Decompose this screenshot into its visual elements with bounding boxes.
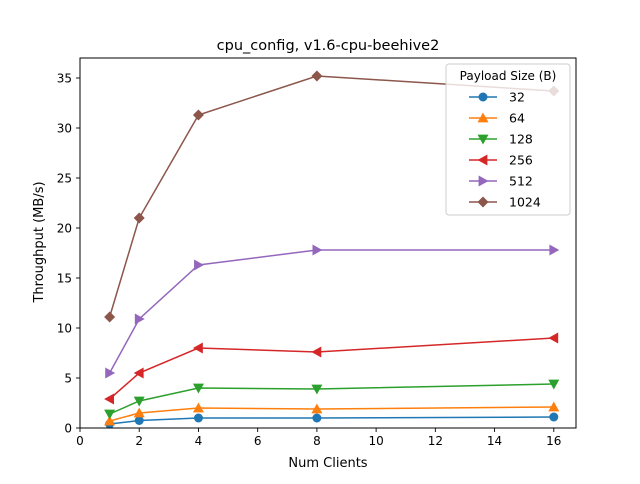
data-point	[133, 367, 144, 379]
data-point	[194, 259, 204, 271]
data-point	[548, 332, 559, 344]
legend-marker	[477, 196, 489, 208]
legend-item: 128	[469, 132, 533, 147]
x-tick-label: 0	[76, 434, 84, 448]
data-point	[312, 413, 322, 423]
data-point	[105, 367, 116, 379]
x-tick-label: 2	[135, 434, 143, 448]
data-point	[104, 415, 116, 426]
y-tick-label: 10	[57, 322, 72, 336]
legend-marker	[477, 134, 489, 145]
legend-label: 32	[509, 90, 525, 105]
legend-item: 512	[469, 174, 533, 189]
data-point	[312, 244, 323, 256]
x-tick-label: 14	[487, 434, 502, 448]
x-tick-label: 8	[313, 434, 321, 448]
x-tick-label: 4	[195, 434, 203, 448]
legend-label: 512	[509, 174, 533, 189]
data-point	[192, 342, 203, 354]
data-point	[104, 311, 116, 323]
y-tick-label: 15	[57, 272, 72, 286]
legend-marker	[477, 112, 489, 123]
series-512	[105, 244, 560, 379]
data-point	[311, 384, 323, 395]
data-point	[193, 413, 203, 423]
x-tick-label: 10	[368, 434, 383, 448]
data-point	[192, 109, 204, 121]
legend-item: 32	[469, 90, 525, 105]
x-tick-label: 12	[428, 434, 443, 448]
y-axis-ticks: 0 5 10 15 20 25 30 35	[57, 72, 80, 436]
y-tick-label: 35	[57, 72, 72, 86]
data-series-group	[104, 70, 560, 429]
data-point	[549, 412, 559, 422]
data-point	[311, 346, 322, 358]
legend-item: 64	[469, 111, 525, 126]
x-tick-label: 16	[546, 434, 561, 448]
y-tick-label: 5	[64, 372, 72, 386]
legend-label: 1024	[509, 195, 541, 210]
data-point	[134, 416, 144, 425]
series-64	[104, 401, 560, 426]
data-point	[133, 212, 145, 224]
data-point	[549, 244, 560, 256]
legend-item: 1024	[469, 195, 541, 210]
data-point	[133, 407, 145, 418]
y-tick-label: 25	[57, 172, 72, 186]
series-256	[104, 332, 559, 405]
x-axis-ticks: 0 2 4 6 8 10 12 14 16	[76, 428, 561, 448]
legend-entries: 32 64 128 256 512 1024	[469, 90, 541, 210]
legend: Payload Size (B) 32 64 128 256 512 1024	[445, 63, 571, 216]
y-tick-label: 20	[57, 222, 72, 236]
legend-marker	[477, 154, 488, 166]
series-128	[104, 379, 560, 420]
data-point	[192, 383, 204, 394]
legend-title: Payload Size (B)	[460, 69, 557, 83]
data-point	[133, 396, 145, 407]
legend-item: 256	[469, 153, 533, 168]
data-point	[311, 70, 323, 82]
legend-marker	[478, 175, 489, 187]
data-point	[104, 393, 115, 405]
y-tick-label: 30	[57, 122, 72, 136]
legend-marker	[478, 92, 488, 102]
data-point	[104, 409, 116, 420]
chart-title: cpu_config, v1.6-cpu-beehive2	[217, 38, 440, 54]
legend-label: 128	[509, 132, 533, 147]
x-axis-label: Num Clients	[288, 456, 367, 471]
data-point	[192, 402, 204, 413]
legend-label: 256	[509, 153, 533, 168]
legend-box	[445, 63, 571, 216]
y-axis-label: Throughput (MB/s)	[32, 181, 47, 303]
y-tick-label: 0	[64, 422, 72, 436]
data-point	[548, 401, 560, 412]
data-point	[548, 379, 560, 390]
data-point	[311, 403, 323, 414]
x-tick-label: 6	[254, 434, 262, 448]
plot-area-frame	[79, 57, 577, 429]
legend-label: 64	[509, 111, 525, 126]
data-point	[134, 313, 145, 325]
